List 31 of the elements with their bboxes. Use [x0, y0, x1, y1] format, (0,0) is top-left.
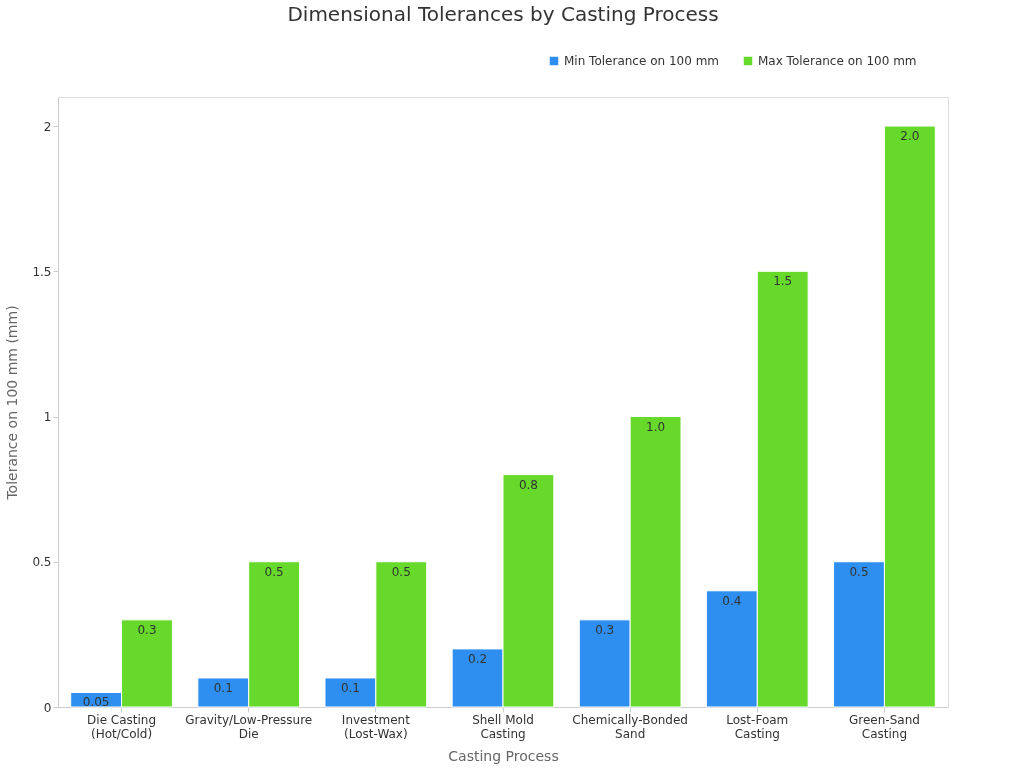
y-tick-label: 0 — [43, 700, 52, 715]
y-tick-label: 0.5 — [32, 555, 52, 570]
legend-label: Max Tolerance on 100 mm — [758, 54, 917, 68]
x-tick-label: Chemically-Bonded Sand — [572, 712, 688, 741]
data-label: 0.5 — [391, 564, 411, 579]
data-label: 1.5 — [773, 274, 793, 289]
data-label: 0.3 — [137, 622, 157, 637]
data-label: 0.05 — [82, 695, 110, 710]
data-label: 0.5 — [849, 564, 869, 579]
x-tick-label: Investment (Lost-Wax) — [341, 712, 411, 741]
data-label: 0.1 — [213, 680, 233, 695]
data-label: 1.0 — [646, 419, 666, 434]
x-tick-label: Lost-Foam Casting — [726, 712, 789, 741]
legend-label: Min Tolerance on 100 mm — [564, 54, 720, 68]
data-label: 0.2 — [468, 651, 488, 666]
x-tick-label: Shell Mold Casting — [472, 712, 534, 741]
data-label: 0.8 — [518, 477, 538, 492]
x-tick-label: Gravity/Low-Pressure Die — [185, 712, 313, 741]
y-tick-label: 1 — [43, 410, 52, 425]
chart-title: Dimensional Tolerances by Casting Process — [287, 2, 719, 26]
x-tick-label: Green-Sand Casting — [848, 712, 920, 741]
data-label: 0.1 — [340, 680, 360, 695]
data-label: 0.3 — [595, 622, 615, 637]
y-tick-label: 2 — [43, 119, 52, 134]
x-axis-title: Casting Process — [448, 747, 559, 764]
data-label: 0.4 — [722, 593, 742, 608]
y-axis-title: Tolerance on 100 mm (mm) — [4, 305, 21, 501]
y-tick-label: 1.5 — [32, 264, 52, 279]
data-label: 2.0 — [900, 129, 920, 144]
x-tick-label: Die Casting (Hot/Cold) — [87, 712, 157, 741]
data-label: 0.5 — [264, 564, 284, 579]
